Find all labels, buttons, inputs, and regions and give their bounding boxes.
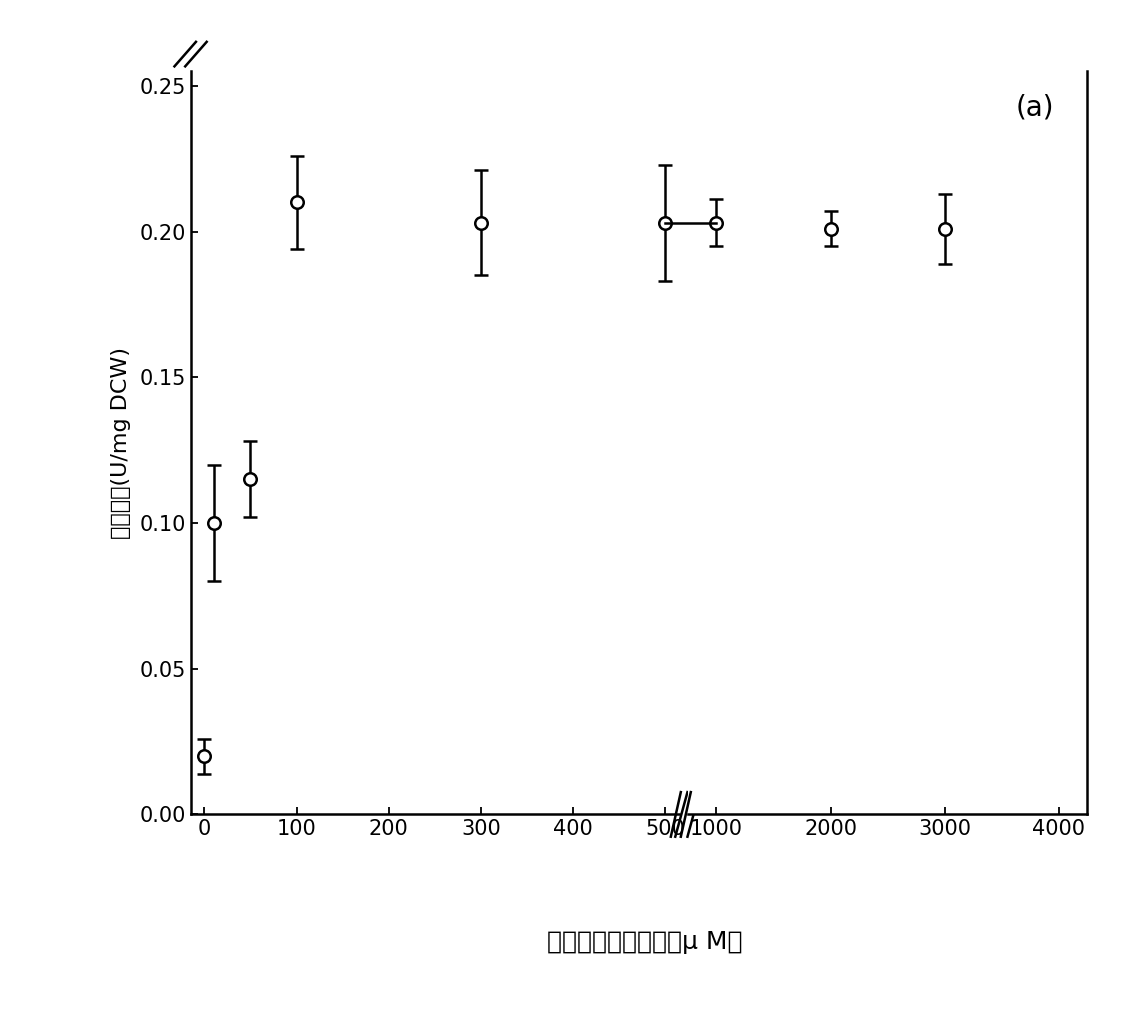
Text: 左旋阿拉伯糖浓度（μ M）: 左旋阿拉伯糖浓度（μ M）: [547, 929, 742, 954]
Text: (a): (a): [1016, 94, 1054, 121]
Y-axis label: 酶比活性(U/mg DCW): 酶比活性(U/mg DCW): [111, 347, 131, 539]
